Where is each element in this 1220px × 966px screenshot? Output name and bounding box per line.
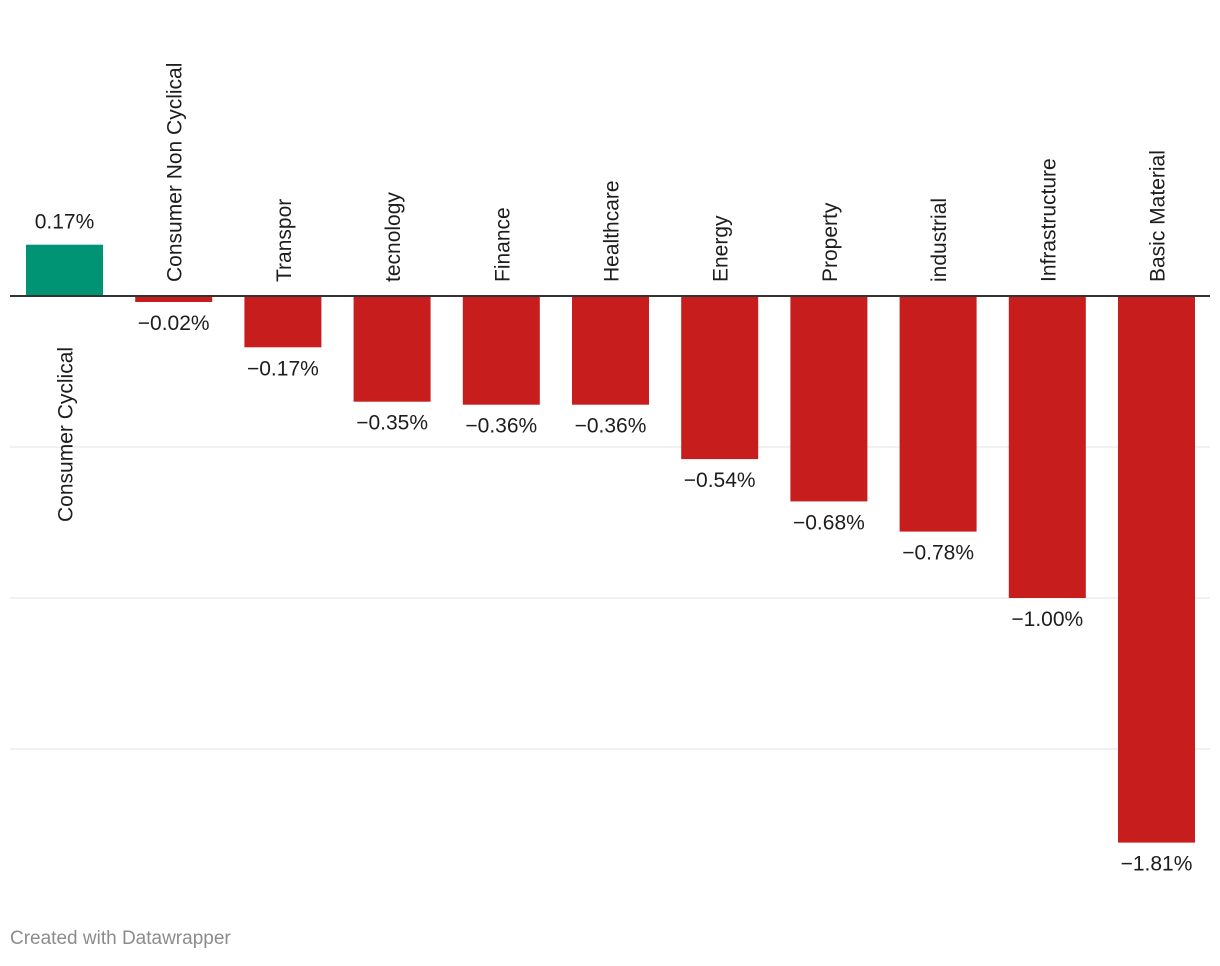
labels: 0.17% Consumer Cyclical −0.02% Consumer Non…: [35, 63, 1193, 876]
category-label-1: Consumer Non Cyclical: [164, 63, 187, 282]
bar-8: [899, 296, 977, 532]
bar-9: [1008, 296, 1086, 598]
bar-0: [26, 244, 103, 296]
category-label-0: Consumer Cyclical: [55, 347, 78, 522]
value-label-4: −0.36%: [465, 415, 537, 438]
value-label-0: 0.17%: [35, 211, 95, 234]
category-label-8: industrial: [928, 198, 951, 282]
value-label-7: −0.68%: [793, 511, 865, 534]
category-label-9: Infrastructure: [1037, 158, 1060, 282]
bar-10: [1118, 296, 1195, 843]
category-label-10: Basic Material: [1147, 150, 1170, 282]
bar-1: [135, 296, 213, 302]
value-label-5: −0.36%: [575, 415, 647, 438]
value-label-6: −0.54%: [684, 469, 756, 492]
bar-6: [681, 296, 759, 460]
category-label-2: Transpor: [273, 199, 296, 282]
category-label-7: Property: [819, 202, 842, 282]
value-label-2: −0.17%: [247, 357, 319, 380]
value-label-1: −0.02%: [138, 312, 210, 335]
bar-7: [790, 296, 868, 502]
bars: [26, 244, 1195, 843]
value-label-9: −1.00%: [1011, 608, 1083, 631]
bar-2: [244, 296, 322, 348]
value-label-3: −0.35%: [356, 412, 428, 435]
datawrapper-credit: Created with Datawrapper: [10, 928, 231, 949]
bar-5: [572, 296, 649, 405]
category-label-3: tecnology: [382, 192, 405, 282]
category-label-5: Healthcare: [601, 180, 624, 282]
bar-4: [462, 296, 540, 405]
value-label-10: −1.81%: [1121, 853, 1193, 876]
bar-3: [353, 296, 431, 402]
category-label-4: Finance: [491, 207, 514, 282]
value-label-8: −0.78%: [902, 542, 974, 565]
category-label-6: Energy: [710, 215, 733, 282]
